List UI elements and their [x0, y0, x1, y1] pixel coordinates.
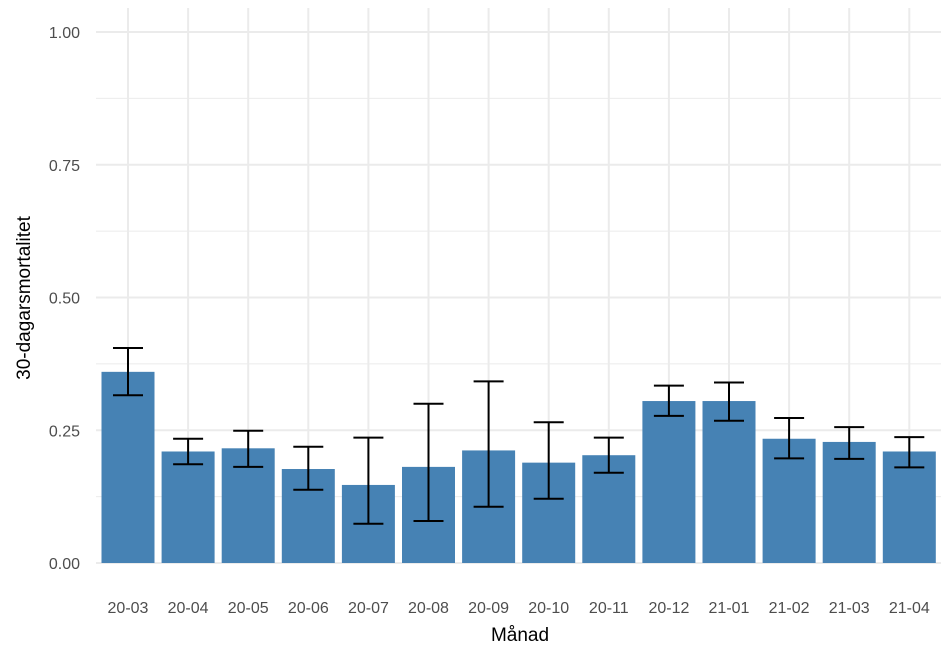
error-bar-20-08 [413, 402, 444, 523]
bar-20-03 [101, 371, 155, 563]
x-tick-label: 20-11 [589, 600, 629, 617]
error-bar-21-01 [714, 381, 744, 422]
x-tick-label: 20-09 [468, 600, 509, 617]
y-tick-label: 0.00 [49, 556, 80, 573]
bar-20-04 [161, 451, 215, 563]
bars [101, 371, 936, 563]
error-bar-20-07 [353, 436, 384, 525]
error-bar-21-04 [894, 436, 925, 469]
bar-21-01 [702, 401, 756, 563]
x-tick-label: 21-03 [829, 600, 870, 617]
error-bar-20-10 [533, 421, 564, 500]
error-bar-21-02 [774, 417, 805, 460]
y-tick-label: 0.50 [49, 291, 80, 308]
x-tick-label: 21-02 [769, 600, 810, 617]
x-tick-labels: 20-03 20-04 20-05 20-06 20-07 20-08 20-09 20-10… [108, 600, 930, 617]
error-bar-21-03 [834, 426, 865, 460]
bar-21-02 [762, 438, 816, 563]
x-axis-title: Månad [491, 625, 549, 646]
y-tick-labels: 0.00 0.25 0.50 0.75 1.00 [49, 25, 80, 573]
x-tick-label: 20-07 [348, 600, 389, 617]
bar-21-04 [882, 451, 936, 563]
x-tick-label: 20-08 [408, 600, 449, 617]
error-bar-20-06 [293, 445, 324, 491]
x-tick-label: 21-04 [889, 600, 930, 617]
error-bar-20-11 [593, 436, 624, 474]
error-bar-20-05 [233, 429, 264, 468]
error-bars [113, 346, 925, 525]
y-tick-label: 0.75 [49, 158, 80, 175]
error-bar-20-04 [173, 437, 204, 466]
y-axis-title: 30-dagarsmortalitet [14, 215, 35, 379]
x-tick-label: 20-06 [288, 600, 329, 617]
bar-20-12 [642, 401, 696, 563]
x-tick-label: 21-01 [709, 600, 750, 617]
x-tick-label: 20-03 [108, 600, 149, 617]
error-bar-20-12 [653, 384, 684, 417]
bar-21-03 [822, 441, 876, 563]
x-tick-label: 20-10 [528, 600, 569, 617]
x-tick-label: 20-05 [228, 600, 269, 617]
x-tick-label: 20-04 [168, 600, 209, 617]
y-tick-label: 1.00 [49, 25, 80, 42]
error-bar-20-03 [113, 346, 143, 397]
y-tick-label: 0.25 [49, 423, 80, 440]
x-tick-label: 20-12 [648, 600, 689, 617]
error-bar-20-09 [473, 380, 504, 508]
